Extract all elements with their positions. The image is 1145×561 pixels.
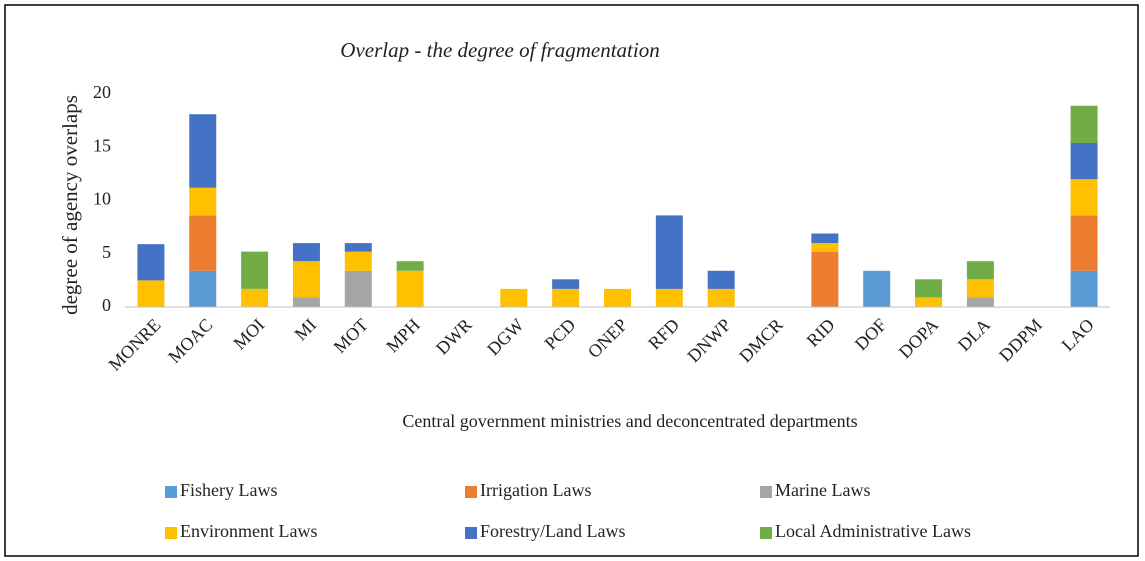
bar-segment xyxy=(137,244,165,281)
x-tick-label: DDPM xyxy=(995,315,1046,366)
x-tick-label: MOT xyxy=(330,315,372,357)
bar-segment xyxy=(655,288,683,307)
bar-segment xyxy=(1070,215,1098,271)
x-tick-label: RID xyxy=(803,315,839,351)
x-tick-label: MOAC xyxy=(164,315,216,367)
x-tick-label: MOI xyxy=(229,315,268,354)
legend-swatch xyxy=(165,486,177,498)
y-tick-label: 15 xyxy=(93,135,111,155)
legend-swatch xyxy=(465,527,477,539)
y-tick-label: 20 xyxy=(93,82,111,102)
bar-segment xyxy=(811,233,839,244)
bar-segment xyxy=(292,297,320,307)
bar-segment xyxy=(863,270,891,307)
bar-segment xyxy=(707,288,735,307)
x-tick-label: PCD xyxy=(541,315,580,354)
x-tick-label: DOF xyxy=(851,315,891,355)
bar-segment xyxy=(1070,105,1098,143)
bar-segment xyxy=(604,288,631,307)
legend-label: Environment Laws xyxy=(180,521,317,541)
legend-label: Fishery Laws xyxy=(180,480,278,500)
bar-segment xyxy=(396,270,424,307)
chart-title: Overlap - the degree of fragmentation xyxy=(340,38,659,62)
bar-segment xyxy=(915,297,943,307)
bar-segment xyxy=(811,251,839,307)
bar-segment xyxy=(344,251,372,271)
legend-label: Marine Laws xyxy=(775,480,870,500)
legend-label: Irrigation Laws xyxy=(480,480,591,500)
legend-swatch xyxy=(760,486,772,498)
bar-segment xyxy=(189,114,217,188)
bar-segment xyxy=(137,280,165,307)
bar-segment xyxy=(292,261,320,298)
bar-segment xyxy=(915,279,943,298)
x-tick-label: DLA xyxy=(954,315,994,355)
bar-segment xyxy=(292,243,320,262)
y-axis-label: degree of agency overlaps xyxy=(58,95,82,315)
x-tick-label: MI xyxy=(290,315,320,345)
bar-segment xyxy=(552,279,580,289)
bar-segment xyxy=(344,270,372,307)
bar-segment xyxy=(189,215,217,271)
bar-segment xyxy=(241,251,269,289)
legend-swatch xyxy=(165,527,177,539)
bar-segment xyxy=(1070,179,1098,216)
bar-segment xyxy=(552,288,580,307)
x-tick-label: DOPA xyxy=(895,315,943,363)
x-tick-label: RFD xyxy=(644,315,683,354)
legend-swatch xyxy=(465,486,477,498)
bar-segment xyxy=(396,261,424,271)
legend-swatch xyxy=(760,527,772,539)
y-tick-label: 10 xyxy=(93,189,111,209)
bar-segment xyxy=(1070,142,1098,180)
y-tick-label: 5 xyxy=(102,242,111,262)
x-tick-label: LAO xyxy=(1058,315,1098,355)
bar-segment xyxy=(707,270,735,289)
bar-segment xyxy=(189,187,217,216)
bar-segment xyxy=(966,297,994,307)
bar-segment xyxy=(966,279,994,298)
legend-label: Forestry/Land Laws xyxy=(480,521,625,541)
bar-segment xyxy=(241,288,269,307)
bar-segment xyxy=(1070,270,1098,307)
x-tick-label: DWR xyxy=(432,315,476,359)
bar-segment xyxy=(655,215,683,289)
x-tick-label: ONEP xyxy=(584,315,631,362)
bar-segment xyxy=(811,243,839,252)
y-tick-label: 0 xyxy=(102,295,111,315)
x-tick-label: MPH xyxy=(382,315,424,357)
bar-segment xyxy=(966,261,994,280)
bar-segment xyxy=(500,288,528,307)
x-tick-label: DMCR xyxy=(735,315,787,367)
bar-segment xyxy=(189,270,217,307)
frame xyxy=(4,4,1139,557)
legend-label: Local Administrative Laws xyxy=(775,521,971,541)
x-tick-label: DGW xyxy=(483,315,528,360)
x-tick-label: DNWP xyxy=(683,315,735,367)
x-axis-label: Central government ministries and deconc… xyxy=(402,411,857,431)
x-tick-label: MONRE xyxy=(105,315,165,375)
bar-segment xyxy=(344,243,372,252)
